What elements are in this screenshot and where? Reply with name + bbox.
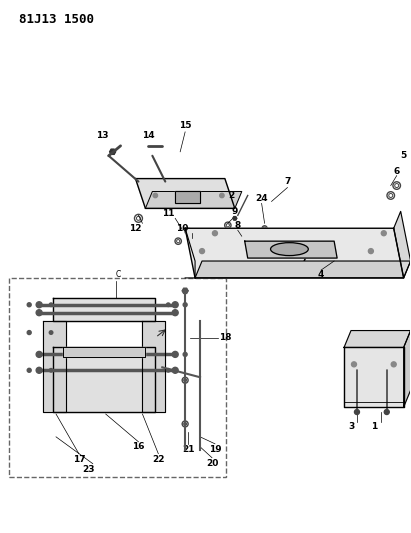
Text: 16: 16 (132, 442, 145, 451)
Text: 17: 17 (73, 455, 85, 464)
Circle shape (381, 231, 386, 236)
Circle shape (183, 303, 187, 306)
Polygon shape (145, 191, 242, 208)
Circle shape (36, 351, 42, 358)
Circle shape (172, 302, 178, 308)
Text: 22: 22 (152, 455, 164, 464)
Circle shape (166, 368, 171, 373)
Text: 7: 7 (284, 177, 291, 186)
Circle shape (166, 302, 171, 307)
Circle shape (153, 193, 157, 198)
Polygon shape (195, 261, 411, 278)
Circle shape (391, 362, 396, 367)
Text: 11: 11 (162, 209, 175, 218)
Text: 13: 13 (97, 132, 109, 140)
Bar (175, 190, 200, 204)
Circle shape (36, 367, 42, 373)
Text: C: C (116, 270, 121, 279)
Text: 5: 5 (401, 151, 407, 160)
Polygon shape (53, 298, 155, 321)
Polygon shape (136, 179, 235, 208)
Polygon shape (143, 321, 165, 412)
Bar (175, 190, 200, 204)
Circle shape (172, 310, 178, 316)
Circle shape (48, 302, 53, 307)
Text: 21: 21 (182, 445, 194, 454)
Polygon shape (245, 241, 337, 258)
Polygon shape (63, 348, 145, 358)
Polygon shape (182, 288, 188, 293)
Circle shape (48, 368, 53, 373)
Circle shape (36, 310, 42, 316)
Polygon shape (404, 330, 411, 407)
Circle shape (200, 248, 205, 254)
Polygon shape (344, 348, 404, 407)
Text: 81J13 1500: 81J13 1500 (19, 13, 94, 26)
Text: 23: 23 (83, 465, 95, 474)
Polygon shape (110, 149, 115, 155)
Text: 6: 6 (394, 167, 400, 176)
Text: 24: 24 (255, 194, 268, 203)
Circle shape (183, 352, 187, 357)
Circle shape (384, 409, 389, 415)
Text: 12: 12 (129, 224, 142, 233)
Text: 1: 1 (371, 423, 377, 431)
Text: 19: 19 (209, 445, 221, 454)
Text: 15: 15 (179, 122, 192, 131)
Circle shape (172, 367, 178, 373)
Text: 9: 9 (232, 207, 238, 216)
Circle shape (172, 351, 178, 358)
Text: 10: 10 (176, 224, 188, 233)
Ellipse shape (270, 243, 308, 256)
Circle shape (351, 362, 356, 367)
Polygon shape (53, 348, 155, 412)
Polygon shape (394, 212, 411, 278)
Circle shape (212, 231, 217, 236)
Polygon shape (233, 216, 237, 220)
Circle shape (27, 368, 31, 372)
Circle shape (220, 193, 224, 198)
Circle shape (48, 330, 53, 335)
Circle shape (368, 248, 373, 254)
Text: 14: 14 (142, 132, 155, 140)
Circle shape (354, 409, 360, 415)
Text: 7: 7 (301, 254, 307, 263)
Polygon shape (185, 228, 404, 278)
Text: 18: 18 (219, 333, 231, 342)
Text: 4: 4 (318, 270, 324, 279)
Text: 8: 8 (235, 221, 241, 230)
Circle shape (27, 330, 31, 335)
Text: 2: 2 (229, 191, 235, 200)
Text: 20: 20 (206, 459, 218, 468)
Circle shape (27, 303, 31, 306)
Circle shape (36, 302, 42, 308)
Polygon shape (43, 321, 66, 412)
Polygon shape (344, 330, 411, 348)
Text: 3: 3 (348, 423, 354, 431)
